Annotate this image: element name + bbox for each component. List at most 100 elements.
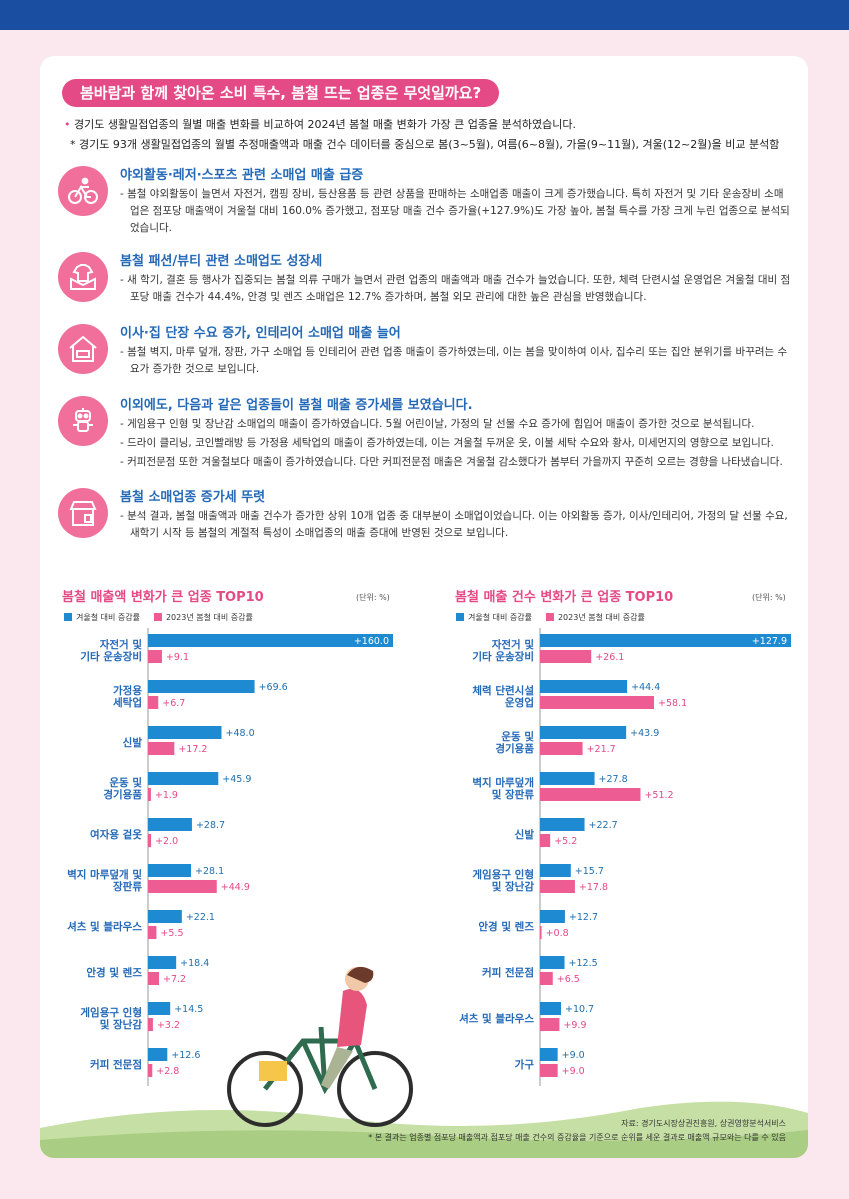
bar-prev-spring <box>540 742 583 755</box>
bar-winter <box>540 864 571 877</box>
bar-value-label: +6.7 <box>162 698 185 709</box>
bar-winter <box>148 772 219 785</box>
bar-value-label: +127.9 <box>752 636 787 647</box>
chart-2-legend: 겨울철 대비 증감률 2023년 봄철 대비 증감률 <box>456 612 645 623</box>
bar-value-label: +9.1 <box>166 652 189 663</box>
bar-value-label: +9.9 <box>563 1020 586 1031</box>
section-line: - 봄철 야외활동이 늘면서 자전거, 캠핑 장비, 등산용품 등 관련 상품을… <box>120 188 790 234</box>
bar-prev-spring <box>540 1064 558 1077</box>
source-text: 자료: 경기도시장상권진흥원, 상권영향분석서비스 <box>621 1119 786 1128</box>
bar-value-label: +12.6 <box>171 1050 200 1061</box>
category-label: 경기용품 <box>495 742 534 755</box>
section-title: 이사·집 단장 수요 증가, 인테리어 소매업 매출 늘어 <box>120 326 401 341</box>
bar-value-label: +9.0 <box>562 1050 585 1061</box>
bar-prev-spring <box>148 696 159 709</box>
section-line: - 새 학기, 결혼 등 행사가 집중되는 봄철 의류 구매가 늘면서 관련 업… <box>120 274 791 303</box>
bar-prev-spring <box>540 696 655 709</box>
category-label: 커피 전문점 <box>90 1058 142 1071</box>
section-body: - 게임용구 인형 및 장난감 소매업의 매출이 증가하였습니다. 5월 어린이… <box>120 416 792 473</box>
bar-value-label: +69.6 <box>259 682 288 693</box>
category-label: 및 장난감 <box>100 1018 143 1031</box>
category-label: 자전거 및 <box>100 638 143 651</box>
legend-item: 2023년 봄철 대비 증감률 <box>153 612 253 623</box>
bullet-icon: • <box>64 118 71 131</box>
bar-value-label: +27.8 <box>599 774 628 785</box>
intro-text-1: 경기도 생활밀접업종의 월별 매출 변화를 비교하여 2024년 봄철 매출 변… <box>74 118 576 131</box>
bar-value-label: +12.5 <box>569 958 598 969</box>
cyclist-illustration <box>227 966 413 1127</box>
bar-value-label: +6.5 <box>557 974 580 985</box>
robot-toy-icon <box>58 396 108 446</box>
category-label: 셔츠 및 블라우스 <box>459 1012 534 1025</box>
bar-winter <box>540 680 628 693</box>
category-label: 운동 및 <box>109 777 142 789</box>
bar-prev-spring <box>148 1018 153 1031</box>
section-body: - 새 학기, 결혼 등 행사가 집중되는 봄철 의류 구매가 늘면서 관련 업… <box>120 272 792 308</box>
category-label: 자전거 및 <box>492 638 535 651</box>
bar-prev-spring <box>148 788 151 801</box>
bar-value-label: +2.8 <box>156 1066 179 1077</box>
bar-prev-spring <box>540 972 553 985</box>
category-label: 신발 <box>515 828 535 841</box>
bar-value-label: +21.7 <box>587 744 616 755</box>
bar-value-label: +17.2 <box>178 744 207 755</box>
category-label: 및 장난감 <box>492 880 535 893</box>
bar-prev-spring <box>148 1064 153 1077</box>
bar-winter <box>540 634 791 647</box>
bar-winter <box>148 726 222 739</box>
chart-2-unit: (단위: %) <box>752 593 786 602</box>
bar-winter <box>540 956 565 969</box>
section-body: - 분석 결과, 봄철 매출액과 매출 건수가 증가한 상위 10개 업종 중 … <box>120 508 792 544</box>
bar-value-label: +5.5 <box>160 928 183 939</box>
bar-prev-spring <box>540 788 641 801</box>
category-label: 신발 <box>123 736 143 749</box>
bar-value-label: +44.4 <box>631 682 660 693</box>
bar-prev-spring <box>540 834 551 847</box>
category-label: 안경 및 렌즈 <box>86 966 142 979</box>
legend-swatch <box>545 613 554 621</box>
bar-winter <box>540 1048 558 1061</box>
bar-prev-spring <box>540 650 592 663</box>
top-bar <box>0 0 849 30</box>
bar-winter <box>540 772 595 785</box>
category-label: 셔츠 및 블라우스 <box>67 920 142 933</box>
section-line: - 분석 결과, 봄철 매출액과 매출 건수가 증가한 상위 10개 업종 중 … <box>120 510 788 539</box>
bar-winter <box>148 864 192 877</box>
house-interior-icon <box>58 324 108 374</box>
bar-value-label: +44.9 <box>221 882 250 893</box>
section-line: - 봄철 벽지, 마루 덮개, 장판, 가구 소매업 등 인테리어 관련 업종 … <box>120 346 788 375</box>
footnote-text: * 본 결과는 업종별 점포당 매출액과 점포당 매출 건수의 증감율을 기준으… <box>368 1133 786 1142</box>
section-title: 야외활동·레저·스포츠 관련 소매업 매출 급증 <box>120 168 364 183</box>
section-title: 이외에도, 다음과 같은 업종들이 봄철 매출 증가세를 보였습니다. <box>120 398 473 413</box>
bar-winter <box>148 910 182 923</box>
bar-winter <box>148 680 255 693</box>
bar-value-label: +0.8 <box>546 928 569 939</box>
bar-value-label: +14.5 <box>174 1004 203 1015</box>
bar-value-label: +26.1 <box>595 652 624 663</box>
legend-item: 겨울철 대비 증감률 <box>64 612 140 623</box>
bar-winter <box>148 1048 168 1061</box>
section-title: 봄철 패션/뷰티 관련 소매업도 성장세 <box>120 254 323 269</box>
category-label: 경기용품 <box>103 788 142 801</box>
category-label: 운영업 <box>505 696 534 709</box>
category-label: 벽지 마루덮개 및 <box>67 868 142 881</box>
bar-value-label: +15.7 <box>575 866 604 877</box>
section-body: - 봄철 벽지, 마루 덮개, 장판, 가구 소매업 등 인테리어 관련 업종 … <box>120 344 792 380</box>
legend-swatch <box>456 613 464 621</box>
section-body: - 봄철 야외활동이 늘면서 자전거, 캠핑 장비, 등산용품 등 관련 상품을… <box>120 186 792 239</box>
bar-value-label: +17.8 <box>579 882 608 893</box>
legend-swatch <box>153 613 162 621</box>
category-label: 체력 단련시설 <box>472 684 534 697</box>
bar-value-label: +48.0 <box>226 728 255 739</box>
bar-value-label: +43.9 <box>630 728 659 739</box>
bicycle-icon <box>58 166 108 216</box>
bar-winter <box>540 726 627 739</box>
bar-value-label: +22.7 <box>589 820 618 831</box>
intro-line-2: * 경기도 93개 생활밀접업종의 월별 추정매출액과 매출 건수 데이터를 중… <box>70 138 780 151</box>
section-title: 봄철 소매업종 증가세 뚜렷 <box>120 490 266 505</box>
content-card: 봄바람과 함께 찾아온 소비 특수, 봄철 뜨는 업종은 무엇일까요? • 경기… <box>40 56 808 1158</box>
bar-value-label: +5.2 <box>554 836 577 847</box>
bar-value-label: +28.1 <box>195 866 224 877</box>
